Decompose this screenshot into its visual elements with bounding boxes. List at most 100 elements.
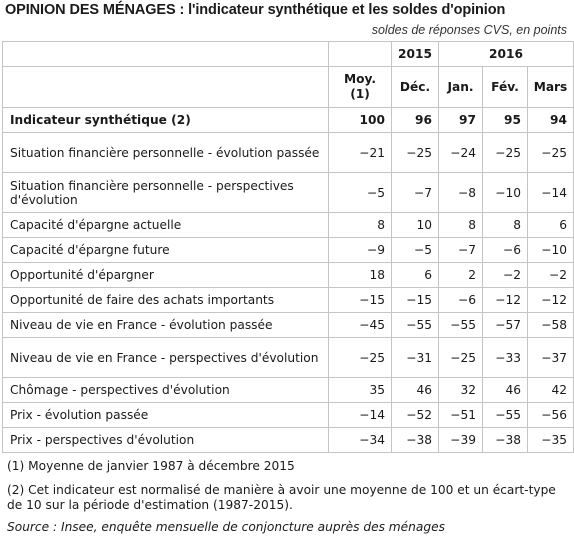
cell-feb: −38 (482, 427, 528, 453)
cell-mar: −10 (527, 237, 574, 263)
cell-jan: −8 (438, 172, 483, 213)
opinion-table: 2015 2016 Moy. (1) Déc. Jan. Fév. Mars I… (2, 41, 574, 453)
table-row: Opportunité d'épargner 18 6 2 −2 −2 (2, 262, 574, 288)
cell-dec: −55 (391, 312, 439, 338)
cell-avg: −34 (328, 427, 392, 453)
header-empty-cell (2, 41, 329, 67)
table-row: Indicateur synthétique (2) 100 96 97 95 … (2, 107, 574, 133)
row-label: Situation financière personnelle - persp… (2, 172, 329, 213)
page-title: OPINION DES MÉNAGES : l'indicateur synth… (5, 2, 506, 18)
header-col-avg: Moy. (1) (328, 66, 392, 108)
table-row: Prix - évolution passée −14 −52 −51 −55 … (2, 402, 574, 428)
cell-dec: −25 (391, 132, 439, 173)
row-label: Prix - évolution passée (2, 402, 329, 428)
cell-avg: −45 (328, 312, 392, 338)
cell-dec: 46 (391, 377, 439, 403)
row-label: Capacité d'épargne future (2, 237, 329, 263)
row-label: Opportunité d'épargner (2, 262, 329, 288)
cell-mar: −56 (527, 402, 574, 428)
cell-mar: −37 (527, 337, 574, 378)
cell-jan: 32 (438, 377, 483, 403)
cell-dec: −38 (391, 427, 439, 453)
header-empty-cell (2, 66, 329, 108)
cell-jan: 2 (438, 262, 483, 288)
cell-mar: −14 (527, 172, 574, 213)
cell-avg: 100 (328, 107, 392, 133)
cell-jan: −55 (438, 312, 483, 338)
cell-feb: −25 (482, 132, 528, 173)
cell-feb: 46 (482, 377, 528, 403)
cell-feb: −10 (482, 172, 528, 213)
cell-feb: 8 (482, 212, 528, 238)
cell-jan: −25 (438, 337, 483, 378)
header-col-avg-label: Moy. (1) (344, 72, 376, 101)
cell-avg: 8 (328, 212, 392, 238)
table-row: Prix - perspectives d'évolution −34 −38 … (2, 427, 574, 453)
cell-jan: −39 (438, 427, 483, 453)
header-col-mar: Mars (527, 66, 574, 108)
cell-jan: 97 (438, 107, 483, 133)
header-col-dec: Déc. (391, 66, 439, 108)
cell-jan: 8 (438, 212, 483, 238)
header-col-jan: Jan. (438, 66, 483, 108)
row-label: Niveau de vie en France - perspectives d… (2, 337, 329, 378)
cell-feb: −12 (482, 287, 528, 313)
row-label: Prix - perspectives d'évolution (2, 427, 329, 453)
row-label: Niveau de vie en France - évolution pass… (2, 312, 329, 338)
table-row: Niveau de vie en France - évolution pass… (2, 312, 574, 338)
footnote-1: (1) Moyenne de janvier 1987 à décembre 2… (7, 459, 295, 473)
cell-dec: −15 (391, 287, 439, 313)
row-label: Indicateur synthétique (2) (2, 107, 329, 133)
cell-feb: −55 (482, 402, 528, 428)
row-label: Opportunité de faire des achats importan… (2, 287, 329, 313)
header-empty-cell (328, 41, 392, 67)
cell-avg: −21 (328, 132, 392, 173)
cell-feb: −2 (482, 262, 528, 288)
header-year-2015: 2015 (391, 41, 439, 67)
header-year-2016: 2016 (438, 41, 574, 67)
cell-mar: 6 (527, 212, 574, 238)
cell-jan: −51 (438, 402, 483, 428)
source-note: Source : Insee, enquête mensuelle de con… (7, 520, 445, 534)
cell-dec: −52 (391, 402, 439, 428)
cell-mar: 94 (527, 107, 574, 133)
table-row: Niveau de vie en France - perspectives d… (2, 337, 574, 378)
table-row: Opportunité de faire des achats importan… (2, 287, 574, 313)
cell-jan: −7 (438, 237, 483, 263)
table-row: Chômage - perspectives d'évolution 35 46… (2, 377, 574, 403)
row-label: Capacité d'épargne actuelle (2, 212, 329, 238)
cell-avg: −14 (328, 402, 392, 428)
cell-avg: −9 (328, 237, 392, 263)
cell-feb: 95 (482, 107, 528, 133)
cell-avg: −25 (328, 337, 392, 378)
header-col-feb: Fév. (482, 66, 528, 108)
cell-avg: 35 (328, 377, 392, 403)
cell-avg: −5 (328, 172, 392, 213)
cell-mar: −25 (527, 132, 574, 173)
table-row: Capacité d'épargne future −9 −5 −7 −6 −1… (2, 237, 574, 263)
cell-avg: 18 (328, 262, 392, 288)
cell-mar: −12 (527, 287, 574, 313)
table-subtitle: soldes de réponses CVS, en points (371, 23, 567, 37)
table-row: Situation financière personnelle - évolu… (2, 132, 574, 173)
cell-jan: −24 (438, 132, 483, 173)
row-label: Chômage - perspectives d'évolution (2, 377, 329, 403)
cell-dec: −31 (391, 337, 439, 378)
cell-dec: 10 (391, 212, 439, 238)
cell-jan: −6 (438, 287, 483, 313)
cell-dec: −7 (391, 172, 439, 213)
cell-feb: −33 (482, 337, 528, 378)
table-row: Situation financière personnelle - persp… (2, 172, 574, 213)
cell-feb: −6 (482, 237, 528, 263)
cell-dec: 96 (391, 107, 439, 133)
footnote-2: (2) Cet indicateur est normalisé de mani… (7, 483, 556, 512)
cell-feb: −57 (482, 312, 528, 338)
cell-mar: 42 (527, 377, 574, 403)
cell-mar: −2 (527, 262, 574, 288)
table-row: Capacité d'épargne actuelle 8 10 8 8 6 (2, 212, 574, 238)
cell-mar: −58 (527, 312, 574, 338)
cell-dec: −5 (391, 237, 439, 263)
cell-mar: −35 (527, 427, 574, 453)
cell-dec: 6 (391, 262, 439, 288)
row-label: Situation financière personnelle - évolu… (2, 132, 329, 173)
